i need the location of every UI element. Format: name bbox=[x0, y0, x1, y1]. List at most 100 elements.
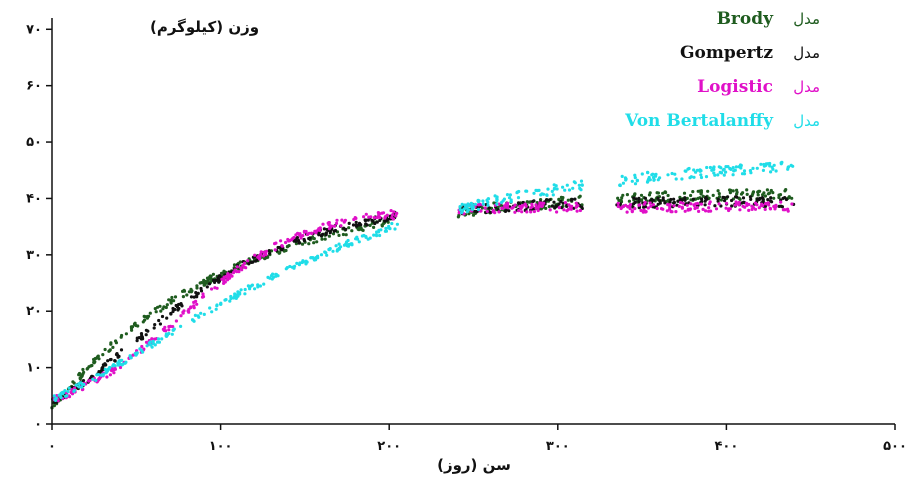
data-point bbox=[458, 205, 462, 209]
data-point bbox=[760, 202, 764, 206]
data-point bbox=[497, 210, 501, 214]
data-point bbox=[651, 175, 656, 180]
data-point bbox=[223, 298, 227, 302]
data-point bbox=[481, 199, 485, 203]
data-point bbox=[542, 201, 546, 205]
data-point bbox=[300, 260, 304, 265]
data-point bbox=[317, 233, 321, 237]
data-point bbox=[506, 206, 510, 210]
data-point bbox=[724, 165, 728, 169]
data-point bbox=[106, 359, 110, 363]
data-point bbox=[663, 190, 667, 194]
data-point bbox=[779, 161, 783, 165]
data-point bbox=[199, 311, 203, 315]
data-point bbox=[724, 170, 728, 174]
data-point bbox=[552, 200, 556, 204]
data-point bbox=[695, 168, 700, 172]
data-point bbox=[222, 281, 226, 285]
data-point bbox=[547, 205, 551, 209]
chart-legend: مدل Brody مدل Gompertz مدل Logistic مدل Von Ber… bbox=[624, 9, 820, 131]
data-point bbox=[685, 203, 689, 207]
data-point bbox=[483, 206, 487, 210]
data-point bbox=[674, 210, 678, 214]
data-point bbox=[226, 276, 230, 280]
data-point bbox=[190, 289, 194, 293]
data-point bbox=[646, 206, 650, 210]
data-point bbox=[192, 319, 196, 323]
data-point bbox=[516, 196, 521, 200]
data-point bbox=[688, 208, 692, 212]
data-point bbox=[142, 314, 146, 318]
data-point bbox=[145, 344, 149, 348]
data-point bbox=[692, 175, 696, 179]
data-point bbox=[301, 234, 305, 238]
data-point bbox=[633, 176, 637, 180]
data-point bbox=[222, 270, 226, 275]
data-point bbox=[731, 189, 735, 193]
data-point bbox=[59, 395, 63, 400]
data-point bbox=[743, 205, 747, 209]
data-point bbox=[704, 175, 709, 179]
data-point bbox=[198, 281, 202, 285]
data-point bbox=[231, 271, 236, 275]
data-point bbox=[733, 203, 737, 207]
data-point bbox=[315, 240, 319, 244]
data-point bbox=[504, 202, 508, 206]
data-point bbox=[681, 201, 685, 205]
data-point bbox=[647, 177, 651, 181]
data-point bbox=[668, 207, 672, 211]
data-point bbox=[695, 206, 699, 210]
data-point bbox=[580, 206, 584, 211]
data-point bbox=[627, 199, 632, 203]
data-point bbox=[354, 237, 358, 241]
data-point bbox=[177, 302, 181, 307]
data-point bbox=[730, 204, 734, 208]
data-point bbox=[335, 248, 340, 252]
data-point bbox=[374, 233, 378, 237]
data-point bbox=[565, 209, 569, 213]
data-point bbox=[179, 324, 183, 328]
data-point bbox=[375, 220, 379, 224]
data-point bbox=[567, 188, 572, 192]
data-point bbox=[195, 302, 199, 306]
data-point bbox=[372, 233, 376, 237]
data-point bbox=[616, 204, 620, 209]
data-point bbox=[781, 208, 786, 212]
data-point bbox=[146, 329, 150, 333]
data-point bbox=[292, 235, 296, 240]
data-point bbox=[169, 311, 173, 316]
data-point bbox=[384, 226, 388, 230]
data-point bbox=[508, 193, 512, 197]
data-point bbox=[222, 277, 226, 281]
data-point bbox=[344, 233, 348, 237]
data-point bbox=[661, 198, 666, 202]
data-point bbox=[144, 333, 148, 337]
data-point bbox=[719, 204, 723, 208]
data-point bbox=[112, 368, 116, 372]
data-point bbox=[377, 228, 381, 232]
data-point bbox=[375, 215, 379, 220]
data-point bbox=[575, 209, 579, 213]
data-point bbox=[711, 193, 715, 197]
data-point bbox=[232, 296, 236, 300]
data-point bbox=[56, 399, 60, 403]
data-point bbox=[699, 190, 704, 194]
data-point bbox=[90, 374, 94, 379]
data-point bbox=[719, 166, 723, 170]
data-point bbox=[570, 197, 574, 201]
data-point bbox=[686, 167, 690, 171]
data-point bbox=[139, 332, 144, 336]
data-point bbox=[668, 200, 672, 204]
data-point bbox=[226, 272, 230, 276]
data-point bbox=[320, 237, 324, 241]
data-point bbox=[524, 204, 528, 208]
data-point bbox=[550, 204, 554, 208]
data-point bbox=[499, 204, 504, 208]
data-point bbox=[267, 249, 271, 253]
data-point bbox=[394, 214, 398, 218]
data-point bbox=[357, 228, 361, 232]
data-point bbox=[80, 388, 84, 392]
data-point bbox=[362, 233, 366, 238]
data-point bbox=[476, 207, 481, 212]
data-point bbox=[112, 371, 116, 375]
